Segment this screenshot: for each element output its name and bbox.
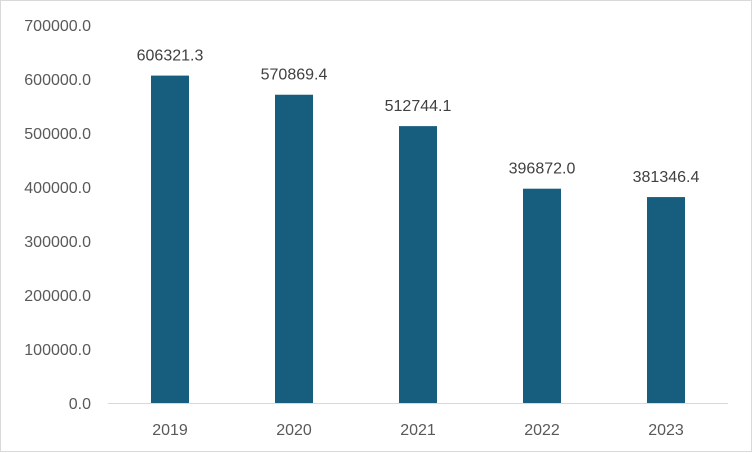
y-tick-label: 600000.0: [24, 72, 91, 89]
y-axis-ticks: 0.0 100000.0 200000.0 300000.0 400000.0 50000…: [24, 18, 91, 413]
x-axis-categories: 2019 2020 2021 2022 2023: [152, 422, 684, 439]
bar-2023: [647, 197, 685, 403]
x-tick-label: 2023: [648, 422, 684, 439]
data-label: 512744.1: [385, 98, 452, 115]
y-tick-label: 0.0: [69, 396, 91, 413]
y-tick-label: 700000.0: [24, 18, 91, 35]
y-tick-label: 300000.0: [24, 234, 91, 251]
data-label: 381346.4: [633, 169, 700, 186]
bar-2019: [151, 75, 189, 404]
data-label: 396872.0: [509, 161, 576, 178]
bars: [151, 75, 685, 404]
y-tick-label: 400000.0: [24, 180, 91, 197]
bar-2021: [399, 126, 437, 403]
data-label: 570869.4: [261, 67, 328, 84]
bar-2020: [275, 94, 313, 403]
data-label: 606321.3: [137, 48, 204, 65]
x-tick-label: 2022: [524, 422, 560, 439]
bar-2022: [523, 188, 561, 403]
y-tick-label: 200000.0: [24, 288, 91, 305]
x-tick-label: 2019: [152, 422, 188, 439]
x-tick-label: 2021: [400, 422, 436, 439]
y-tick-label: 100000.0: [24, 342, 91, 359]
y-tick-label: 500000.0: [24, 126, 91, 143]
data-labels: 606321.3 570869.4 512744.1 396872.0 381346.4: [137, 48, 700, 186]
x-tick-label: 2020: [276, 422, 312, 439]
